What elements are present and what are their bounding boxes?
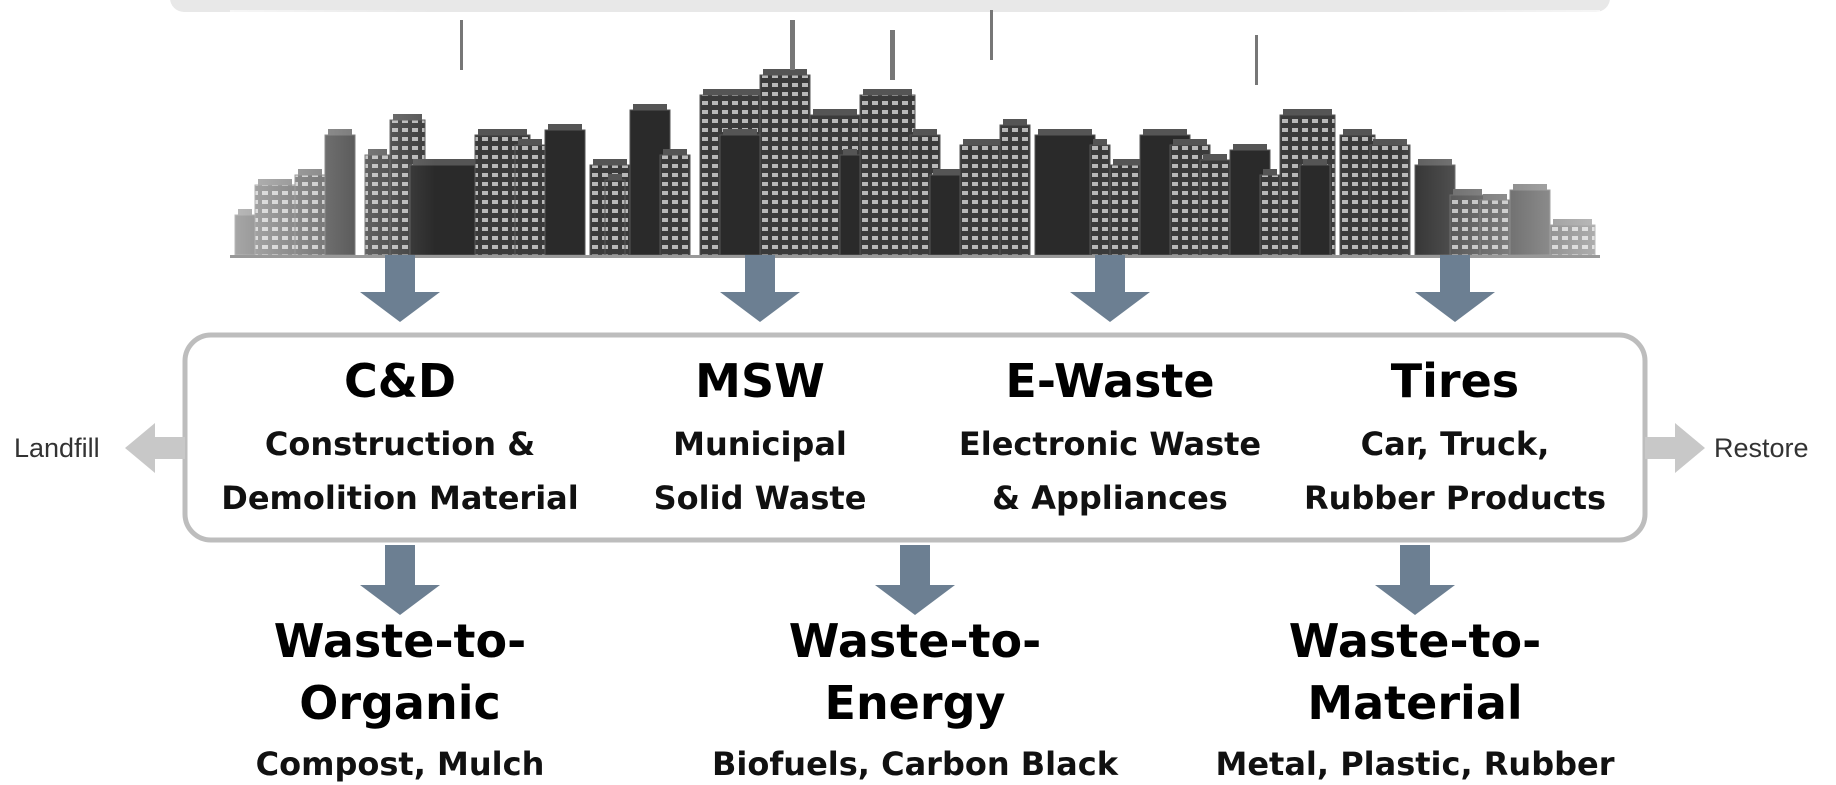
arrow [720,255,800,322]
output-detail: Biofuels, Carbon Black [712,745,1119,783]
stream-title: Tires [1391,354,1519,408]
arrow [360,545,440,615]
left-label: Landfill [14,433,100,463]
stream-detail: Solid Waste [654,479,867,517]
arrow [1070,255,1150,322]
arrow [1375,545,1455,615]
stream-detail: Car, Truck, [1361,425,1550,463]
arrow [1415,255,1495,322]
output-title: Waste-to- [789,614,1041,668]
right-label: Restore [1714,433,1809,463]
skyline [230,10,1600,260]
diagram: Landfill Restore C&D Construction & Demoli… [0,0,1836,785]
stream-detail: Rubber Products [1304,479,1606,517]
stream-detail: & Appliances [992,479,1228,517]
stream-detail: Demolition Material [221,479,578,517]
arrow [360,255,440,322]
skyline-fade [230,10,1600,260]
output-title: Material [1307,676,1522,730]
stream-detail: Construction & [265,425,535,463]
stream-title: E-Waste [1005,354,1214,408]
stream-detail: Electronic Waste [959,425,1261,463]
output-detail: Metal, Plastic, Rubber [1215,745,1614,783]
output-title: Organic [299,676,501,730]
output-detail: Compost, Mulch [256,745,545,783]
stream-title: C&D [344,354,456,408]
output-title: Waste-to- [274,614,526,668]
arrow [875,545,955,615]
output-title: Energy [825,676,1006,730]
ground [230,255,1600,258]
stream-title: MSW [695,354,825,408]
stream-detail: Municipal [673,425,847,463]
page: Landfill Restore C&D Construction & Demoli… [0,0,1836,785]
output-title: Waste-to- [1289,614,1541,668]
